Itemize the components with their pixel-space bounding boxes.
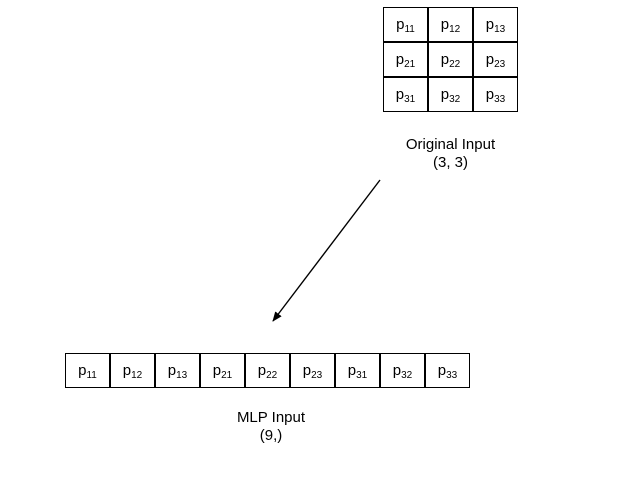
- original-cell-p13: p13: [473, 7, 518, 42]
- mlp-cell-p13: p13: [155, 353, 200, 388]
- mlp-cell-p32: p32: [380, 353, 425, 388]
- mlp-cell-p22: p22: [245, 353, 290, 388]
- original-cell-p21: p21: [383, 42, 428, 77]
- original-input-caption: Original Input (3, 3): [388, 136, 513, 172]
- mlp-cell-p23: p23: [290, 353, 335, 388]
- original-cell-p32: p32: [428, 77, 473, 112]
- arrow-line: [272, 179, 381, 322]
- mlp-cell-p31: p31: [335, 353, 380, 388]
- mlp-input-caption: MLP Input (9,): [206, 409, 336, 445]
- original-cell-p22: p22: [428, 42, 473, 77]
- original-cell-p33: p33: [473, 77, 518, 112]
- mlp-input-shape: (9,): [259, 427, 283, 444]
- mlp-input-title: MLP Input: [236, 409, 306, 426]
- mlp-cell-p12: p12: [110, 353, 155, 388]
- original-cell-p12: p12: [428, 7, 473, 42]
- mlp-cell-p11: p11: [65, 353, 110, 388]
- original-cell-p11: p11: [383, 7, 428, 42]
- original-input-shape: (3, 3): [432, 154, 468, 171]
- original-cell-p31: p31: [383, 77, 428, 112]
- mlp-cell-p33: p33: [425, 353, 470, 388]
- original-input-title: Original Input: [405, 136, 496, 153]
- original-cell-p23: p23: [473, 42, 518, 77]
- mlp-cell-p21: p21: [200, 353, 245, 388]
